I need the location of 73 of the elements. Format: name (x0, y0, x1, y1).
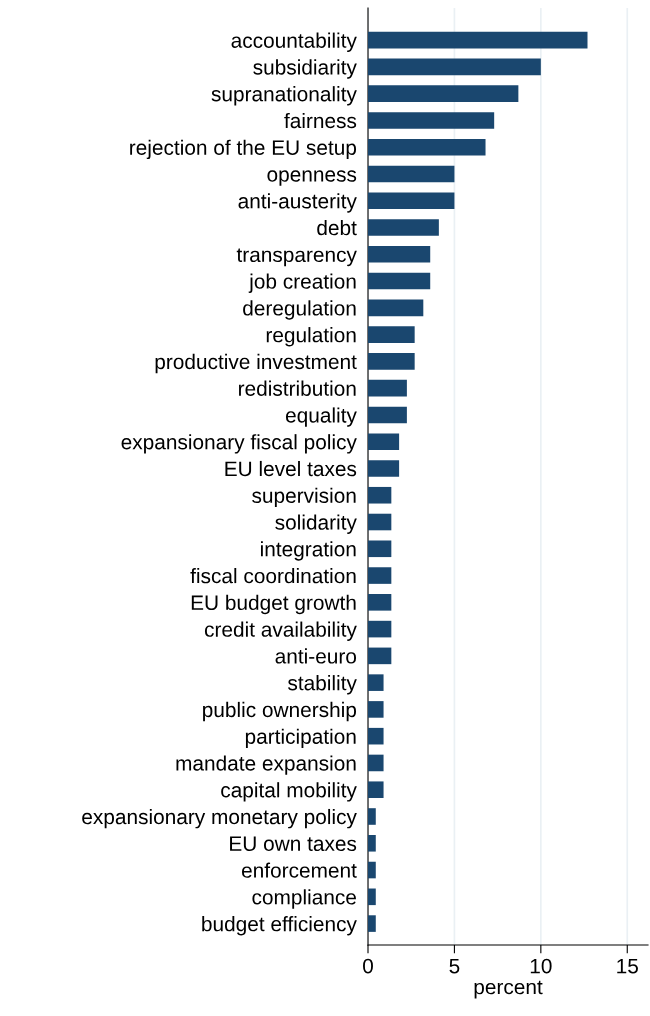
y-tick-label: EU level taxes (225, 460, 357, 477)
bar (368, 299, 424, 317)
y-tick-label: supervision (252, 487, 356, 508)
y-tick-label: solidarity (275, 514, 357, 534)
bar (368, 781, 384, 799)
bar (368, 192, 455, 210)
bar (368, 701, 384, 718)
bar (368, 379, 407, 397)
y-tick-label: accountability (231, 32, 357, 52)
y-tick-label: expansionary fiscal policy (121, 434, 357, 454)
y-tick-label: capital mobility (221, 782, 357, 802)
bar (368, 433, 400, 450)
bar (368, 888, 376, 906)
bar (368, 246, 431, 263)
bar (368, 674, 384, 691)
bar (368, 754, 384, 772)
y-tick-label: rejection of the EU setup (130, 139, 357, 160)
y-tick-label: EU budget growth (191, 594, 356, 615)
y-tick-label: budget efficiency (202, 916, 357, 936)
y-tick-label: deregulation (243, 300, 356, 320)
y-tick-label: redistribution (239, 380, 356, 396)
bar (368, 486, 392, 504)
y-tick-label: expansionary monetary policy (82, 808, 357, 829)
y-tick-label: openness (267, 170, 357, 186)
bar (368, 272, 431, 290)
x-axis-title: percent (474, 980, 543, 999)
x-tick-label: 10 (530, 958, 552, 974)
y-tick-label: subsidiarity (253, 59, 357, 79)
bar (368, 594, 392, 611)
y-tick-label: productive investment (155, 353, 357, 374)
bar (368, 353, 415, 370)
y-tick-label: integration (261, 541, 356, 561)
bar (368, 808, 376, 825)
bar (368, 460, 400, 477)
y-tick-label: anti-austerity (238, 193, 357, 213)
y-tick-label: anti-euro (275, 648, 357, 664)
y-tick-label: compliance (252, 889, 356, 909)
y-tick-label: stability (288, 675, 357, 695)
y-tick-label: participation (245, 728, 356, 749)
bar (368, 567, 392, 584)
bar (368, 138, 486, 156)
bar (368, 165, 455, 183)
y-tick-label: mandate expansion (176, 755, 356, 775)
x-tick-label: 5 (449, 958, 460, 974)
bar (368, 915, 376, 932)
bar (368, 861, 376, 879)
y-tick-label: supranationality (211, 86, 357, 106)
bar (368, 620, 392, 638)
y-tick-label: regulation (266, 327, 356, 347)
y-tick-label: fairness (284, 112, 357, 129)
y-tick-label: job creation (248, 273, 356, 293)
x-tick-label: 15 (617, 958, 638, 974)
bar (368, 219, 439, 236)
bar (368, 31, 588, 49)
bar (368, 647, 392, 665)
y-tick-label: public ownership (203, 701, 357, 722)
y-tick-label: EU own taxes (230, 836, 357, 852)
y-tick-label: fiscal coordination (190, 568, 356, 584)
bar (368, 513, 392, 531)
y-tick-label: credit availability (204, 621, 357, 641)
y-tick-label: transparency (236, 248, 357, 267)
bar (368, 85, 519, 102)
bar (368, 326, 415, 343)
bar (368, 834, 376, 852)
y-tick-label: enforcement (241, 862, 357, 878)
bar (368, 112, 495, 129)
bar (368, 540, 392, 558)
x-tick-label: 0 (363, 958, 373, 974)
bar (368, 406, 407, 424)
bar (368, 727, 384, 745)
y-tick-label: equality (285, 407, 357, 427)
bar (368, 58, 541, 76)
y-tick-label: debt (317, 219, 357, 236)
